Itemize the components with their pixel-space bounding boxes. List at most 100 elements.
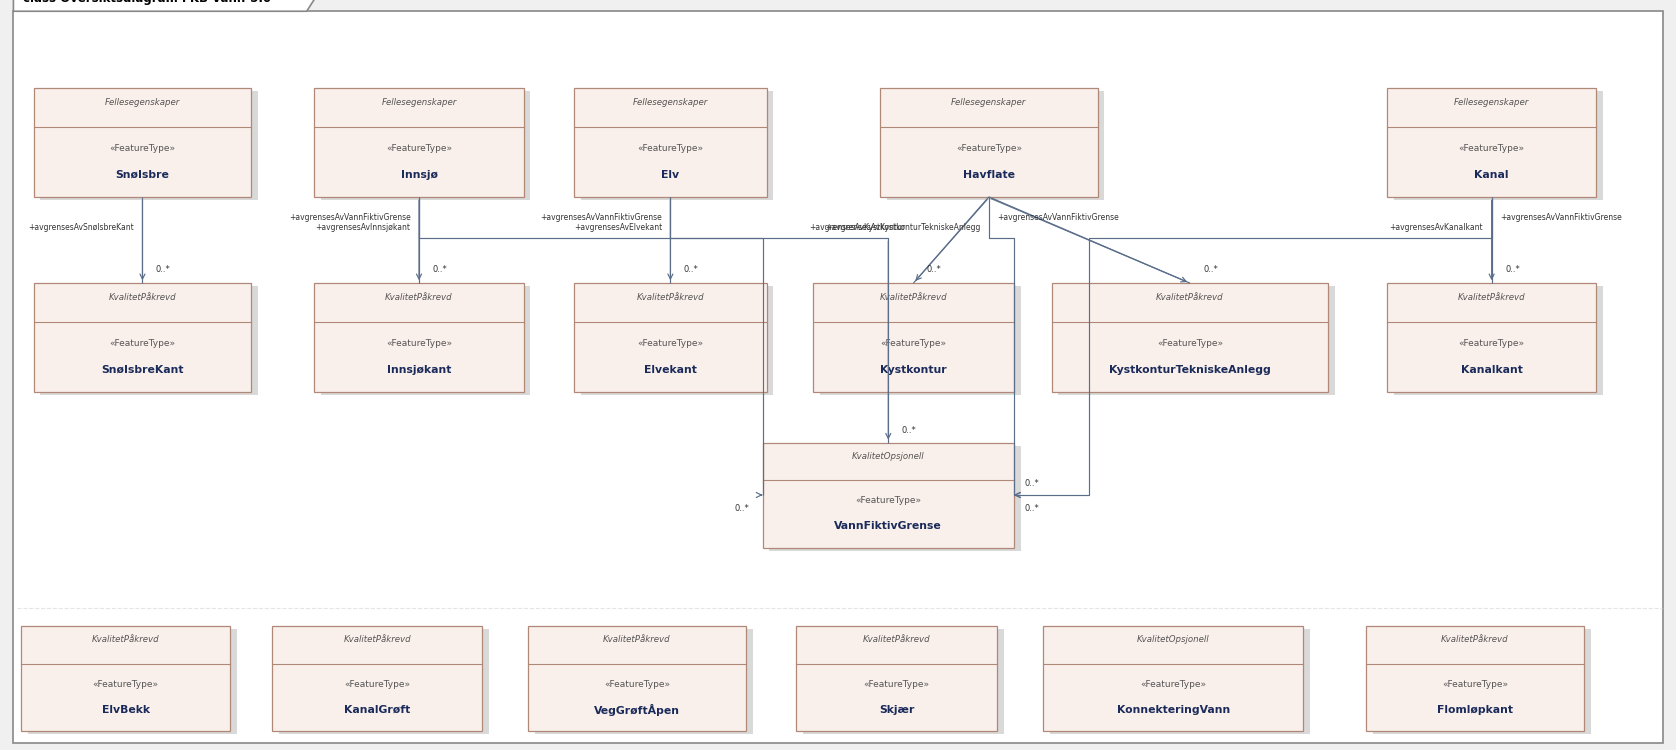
Text: +avgrensesAvKystkonturTekniskeAnlegg: +avgrensesAvKystkonturTekniskeAnlegg [825,224,980,232]
Text: «FeatureType»: «FeatureType» [385,339,453,348]
Text: ElvBekk: ElvBekk [102,705,149,715]
Text: «FeatureType»: «FeatureType» [109,144,176,153]
Text: KvalitetPåkrevd: KvalitetPåkrevd [109,292,176,302]
FancyBboxPatch shape [1366,626,1584,731]
Text: KvalitetOpsjonell: KvalitetOpsjonell [851,452,925,460]
FancyBboxPatch shape [13,11,1663,742]
Text: KvalitetPåkrevd: KvalitetPåkrevd [344,635,411,644]
FancyBboxPatch shape [535,629,753,734]
Text: Havflate: Havflate [962,170,1016,179]
Text: «FeatureType»: «FeatureType» [863,680,930,688]
Text: Elvekant: Elvekant [644,364,697,374]
Text: «FeatureType»: «FeatureType» [637,339,704,348]
Text: 0..*: 0..* [432,265,447,274]
Text: Innsjø: Innsjø [401,170,437,179]
Text: Kystkontur: Kystkontur [880,364,947,374]
Text: Fellesegenskaper: Fellesegenskaper [952,98,1026,106]
FancyBboxPatch shape [34,88,251,197]
Text: KystkonturTekniskeAnlegg: KystkonturTekniskeAnlegg [1110,364,1270,374]
FancyBboxPatch shape [573,88,768,197]
Text: «FeatureType»: «FeatureType» [637,144,704,153]
Text: SnøIsbreKant: SnøIsbreKant [101,364,184,374]
FancyBboxPatch shape [1373,629,1591,734]
Text: KvalitetPåkrevd: KvalitetPåkrevd [92,635,159,644]
Text: «FeatureType»: «FeatureType» [955,144,1022,153]
FancyBboxPatch shape [582,286,774,394]
FancyBboxPatch shape [769,446,1021,550]
Text: KvalitetPåkrevd: KvalitetPåkrevd [1441,635,1508,644]
Text: KvalitetPåkrevd: KvalitetPåkrevd [637,292,704,302]
FancyBboxPatch shape [322,92,530,200]
Text: KvalitetPåkrevd: KvalitetPåkrevd [1156,292,1223,302]
Text: «FeatureType»: «FeatureType» [855,496,922,505]
Text: +avgrensesAvVannFiktivGrense: +avgrensesAvVannFiktivGrense [997,213,1120,222]
Text: 0..*: 0..* [1024,504,1039,513]
FancyBboxPatch shape [34,283,251,392]
Text: KvalitetPåkrevd: KvalitetPåkrevd [880,292,947,302]
Text: 0..*: 0..* [734,504,749,513]
Text: +avgrensesAvKystkontur: +avgrensesAvKystkontur [810,224,905,232]
Text: Innsjøkant: Innsjøkant [387,364,451,374]
FancyBboxPatch shape [40,92,258,200]
Text: «FeatureType»: «FeatureType» [1156,339,1223,348]
FancyBboxPatch shape [573,283,768,392]
Text: «FeatureType»: «FeatureType» [880,339,947,348]
FancyBboxPatch shape [582,92,774,200]
Text: KvalitetPåkrevd: KvalitetPåkrevd [863,635,930,644]
Text: «FeatureType»: «FeatureType» [385,144,453,153]
Text: Kanalkant: Kanalkant [1461,364,1522,374]
Text: KvalitetPåkrevd: KvalitetPåkrevd [385,292,453,302]
Text: 0..*: 0..* [927,265,942,274]
FancyBboxPatch shape [528,626,746,731]
FancyBboxPatch shape [1394,92,1602,200]
Text: Skjær: Skjær [878,705,915,715]
Text: SnøIsbre: SnøIsbre [116,170,169,179]
FancyBboxPatch shape [1386,283,1596,392]
Text: +avgrensesAvInnsjøkant: +avgrensesAvInnsjøkant [315,224,411,232]
Text: VannFiktivGrense: VannFiktivGrense [835,521,942,531]
Text: «FeatureType»: «FeatureType» [109,339,176,348]
FancyBboxPatch shape [1394,286,1602,394]
Text: «FeatureType»: «FeatureType» [92,680,159,688]
Text: «FeatureType»: «FeatureType» [1140,680,1207,688]
Text: 0..*: 0..* [902,426,917,435]
Text: 0..*: 0..* [156,265,171,274]
Text: KvalitetOpsjonell: KvalitetOpsjonell [1136,635,1210,644]
Text: Fellesegenskaper: Fellesegenskaper [382,98,456,106]
FancyBboxPatch shape [40,286,258,394]
Text: +avgrensesAvVannFiktivGrense: +avgrensesAvVannFiktivGrense [288,213,411,222]
Text: KvalitetPåkrevd: KvalitetPåkrevd [603,635,670,644]
FancyBboxPatch shape [1042,626,1304,731]
Text: Fellesegenskaper: Fellesegenskaper [106,98,179,106]
FancyBboxPatch shape [1053,283,1329,392]
FancyBboxPatch shape [315,283,523,392]
FancyBboxPatch shape [1059,286,1334,394]
Polygon shape [13,0,323,11]
Text: «FeatureType»: «FeatureType» [1458,339,1525,348]
Text: 0..*: 0..* [684,265,699,274]
Text: 0..*: 0..* [1505,265,1520,274]
FancyBboxPatch shape [820,286,1021,394]
Text: «FeatureType»: «FeatureType» [344,680,411,688]
Text: Fellesegenskaper: Fellesegenskaper [1455,98,1529,106]
Text: «FeatureType»: «FeatureType» [603,680,670,688]
Text: class Oversiktsdiagram FKB-Vann-5.0: class Oversiktsdiagram FKB-Vann-5.0 [23,0,272,4]
FancyBboxPatch shape [278,629,489,734]
FancyBboxPatch shape [1386,88,1596,197]
Text: «FeatureType»: «FeatureType» [1458,144,1525,153]
FancyBboxPatch shape [880,88,1098,197]
Text: «FeatureType»: «FeatureType» [1441,680,1508,688]
FancyBboxPatch shape [796,626,997,731]
FancyBboxPatch shape [763,442,1014,548]
FancyBboxPatch shape [272,626,483,731]
Text: +avgrensesAvSnøIsbreKant: +avgrensesAvSnøIsbreKant [28,224,134,232]
Text: Flomløpkant: Flomløpkant [1436,705,1513,715]
Text: 0..*: 0..* [1203,265,1218,274]
Text: KvalitetPåkrevd: KvalitetPåkrevd [1458,292,1525,302]
FancyBboxPatch shape [813,283,1014,392]
Text: Kanal: Kanal [1475,170,1508,179]
FancyBboxPatch shape [27,629,238,734]
FancyBboxPatch shape [322,286,530,394]
FancyBboxPatch shape [803,629,1004,734]
FancyBboxPatch shape [1049,629,1311,734]
